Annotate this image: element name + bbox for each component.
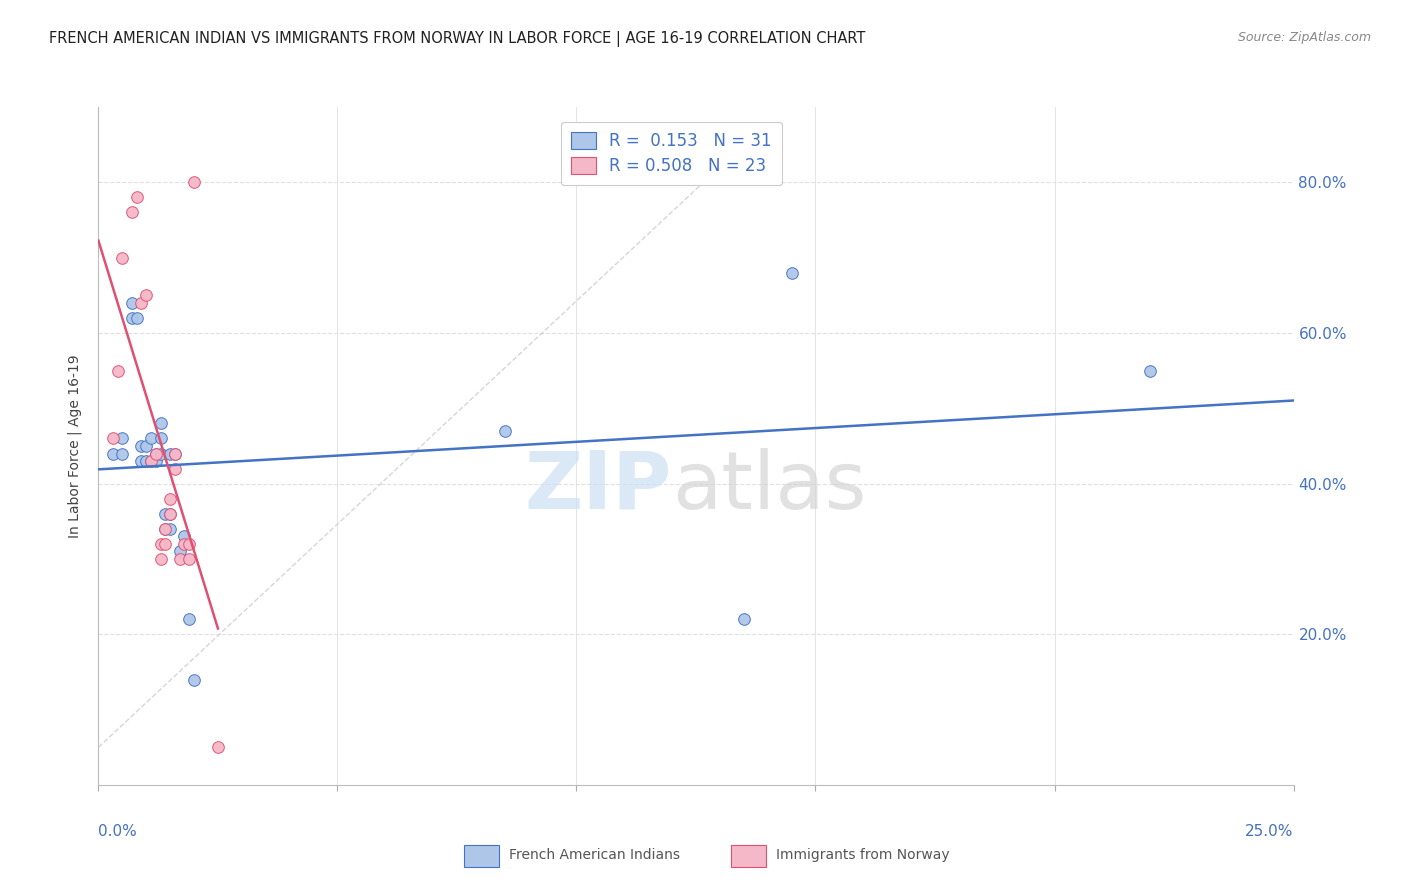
Text: 25.0%: 25.0% (1246, 824, 1294, 838)
Point (159, 446, 181, 460)
Point (494, 424, 516, 438)
Point (155, 522, 177, 536)
Point (139, 432, 162, 446)
Point (155, 507, 177, 521)
Text: Source: ZipAtlas.com: Source: ZipAtlas.com (1237, 31, 1371, 45)
Y-axis label: In Labor Force | Age 16-19: In Labor Force | Age 16-19 (67, 354, 83, 538)
Point (733, 612, 755, 626)
Point (149, 417, 172, 431)
Point (149, 552, 172, 566)
Point (125, 310, 148, 325)
Point (145, 454, 167, 468)
Point (111, 446, 134, 460)
Point (183, 673, 205, 687)
Point (149, 432, 172, 446)
Point (159, 507, 181, 521)
Point (145, 446, 167, 460)
Point (131, 439, 153, 453)
Text: atlas: atlas (672, 448, 866, 525)
Point (179, 552, 201, 566)
Point (139, 454, 162, 468)
Point (107, 364, 129, 378)
Point (163, 461, 186, 475)
Point (135, 454, 157, 468)
Point (149, 446, 172, 460)
Point (1139, 364, 1161, 378)
Point (159, 491, 181, 506)
Point (121, 310, 143, 325)
Point (121, 205, 143, 219)
Point (780, 266, 803, 280)
Point (145, 446, 167, 460)
Point (159, 522, 181, 536)
Point (173, 529, 195, 543)
Point (179, 537, 201, 551)
Text: 0.0%: 0.0% (98, 824, 138, 838)
Text: French American Indians: French American Indians (509, 848, 681, 863)
Point (111, 432, 134, 446)
Point (159, 507, 181, 521)
Text: FRENCH AMERICAN INDIAN VS IMMIGRANTS FROM NORWAY IN LABOR FORCE | AGE 16-19 CORR: FRENCH AMERICAN INDIAN VS IMMIGRANTS FRO… (49, 31, 866, 47)
Point (163, 446, 186, 460)
Point (101, 432, 124, 446)
Point (139, 454, 162, 468)
Text: ZIP: ZIP (524, 448, 672, 525)
Point (173, 537, 195, 551)
Point (163, 446, 186, 460)
Point (149, 537, 172, 551)
Point (125, 190, 148, 204)
Point (135, 439, 157, 453)
Point (207, 740, 229, 755)
Point (111, 251, 134, 265)
Text: Immigrants from Norway: Immigrants from Norway (776, 848, 949, 863)
Point (121, 296, 143, 310)
Point (169, 552, 191, 566)
Point (179, 612, 201, 626)
Point (101, 446, 124, 460)
Point (169, 544, 191, 558)
Point (131, 296, 153, 310)
Legend: R =  0.153   N = 31, R = 0.508   N = 23: R = 0.153 N = 31, R = 0.508 N = 23 (561, 122, 782, 186)
Point (155, 537, 177, 551)
Point (135, 288, 157, 302)
Point (183, 175, 205, 189)
Point (155, 522, 177, 536)
Point (131, 454, 153, 468)
